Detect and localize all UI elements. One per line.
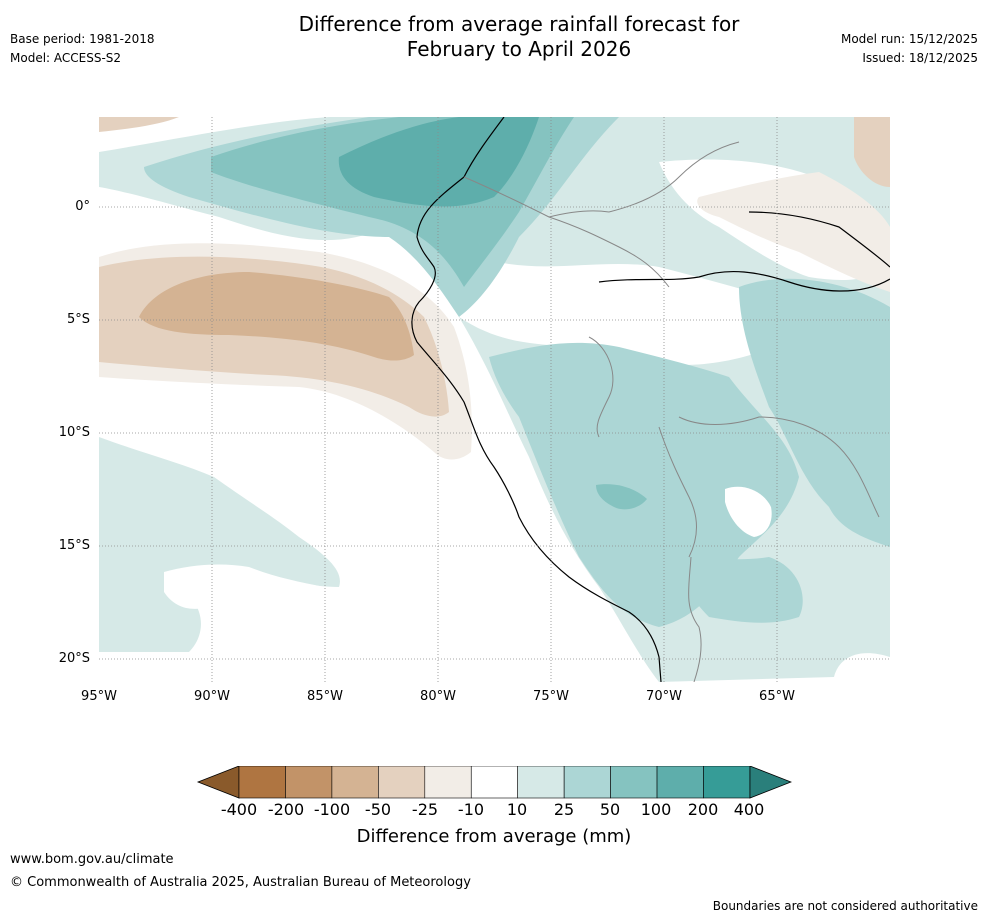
- lat-label-10s: 10°S: [58, 425, 90, 440]
- contour-gap-center: [654, 301, 706, 345]
- lat-label-5s: 5°S: [66, 312, 90, 327]
- colorbar-title: Difference from average (mm): [356, 826, 632, 847]
- lon-label-65w: 65°W: [759, 689, 795, 704]
- colorbar-tick-label: 10: [506, 800, 528, 819]
- base-period-text: Base period: 1981-2018: [10, 32, 155, 46]
- colorbar-bin: [703, 766, 751, 799]
- contour-gap-bolivia: [725, 486, 772, 537]
- colorbar-arrow-low: [196, 766, 240, 799]
- colorbar: [196, 766, 792, 799]
- lon-label-80w: 80°W: [420, 689, 456, 704]
- footer-url[interactable]: www.bom.gov.au/climate: [10, 852, 174, 867]
- coastline: [411, 117, 662, 682]
- colorbar-tick-label: 200: [687, 800, 719, 819]
- contour-10-25-southwest: [99, 437, 340, 652]
- contour-25-50-central: [489, 342, 799, 627]
- rainfall-difference-map: [99, 117, 890, 682]
- contour-neg-25-corner: [99, 117, 179, 132]
- colorbar-arrow-high: [749, 766, 792, 799]
- model-name-text: Model: ACCESS-S2: [10, 51, 122, 65]
- colorbar-bin: [331, 766, 379, 799]
- colorbar-tick-label: -400: [220, 800, 258, 819]
- lat-label-15s: 15°S: [58, 538, 90, 553]
- river-features: [598, 211, 890, 292]
- colorbar-tick-label: -50: [364, 800, 392, 819]
- colorbar-bin: [424, 766, 472, 799]
- colorbar-tick-label: 400: [733, 800, 765, 819]
- colorbar-tick-label: 50: [599, 800, 621, 819]
- title-line-2: February to April 2026: [406, 37, 632, 61]
- colorbar-tick-label: -200: [267, 800, 305, 819]
- lon-label-70w: 70°W: [646, 689, 682, 704]
- colorbar-bin: [610, 766, 658, 799]
- colorbar-tick-label: 25: [553, 800, 575, 819]
- model-run-text: Model run: 15/12/2025: [840, 32, 978, 46]
- contour-50-100-patch: [596, 484, 647, 510]
- colorbar-bin: [517, 766, 565, 799]
- contour-neg-10-ne: [697, 172, 890, 292]
- colorbar-bin: [656, 766, 704, 799]
- colorbar-bin: [285, 766, 333, 799]
- footer-disclaimer: Boundaries are not considered authoritat…: [712, 899, 978, 913]
- lat-label-20s: 20°S: [58, 651, 90, 666]
- contour-neg-50-west: [139, 272, 414, 361]
- footer-copyright: © Commonwealth of Australia 2025, Austra…: [10, 875, 471, 890]
- colorbar-bin: [238, 766, 286, 799]
- colorbar-bin: [470, 766, 519, 799]
- page-title: Difference from average rainfall forecas…: [200, 12, 838, 62]
- colorbar-bin: [563, 766, 611, 799]
- colorbar-tick-label: -25: [411, 800, 439, 819]
- lat-label-0: 0°: [75, 199, 90, 214]
- colorbar-tick-label: 100: [640, 800, 672, 819]
- contour-gap-southwest: [164, 564, 328, 609]
- contour-100-200-north: [338, 117, 539, 207]
- lon-label-75w: 75°W: [533, 689, 569, 704]
- contour-25-50-south: [679, 557, 803, 623]
- lon-label-90w: 90°W: [194, 689, 230, 704]
- colorbar-tick-label: -100: [313, 800, 351, 819]
- colorbar-bin: [378, 766, 426, 799]
- gridlines: [99, 117, 890, 682]
- country-borders: [463, 141, 880, 682]
- contour-neg-25-ne: [854, 117, 890, 187]
- colorbar-tick-label: -10: [457, 800, 485, 819]
- lon-label-95w: 95°W: [81, 689, 117, 704]
- issued-date-text: Issued: 18/12/2025: [862, 51, 978, 65]
- title-line-1: Difference from average rainfall forecas…: [298, 12, 740, 36]
- lon-label-85w: 85°W: [307, 689, 343, 704]
